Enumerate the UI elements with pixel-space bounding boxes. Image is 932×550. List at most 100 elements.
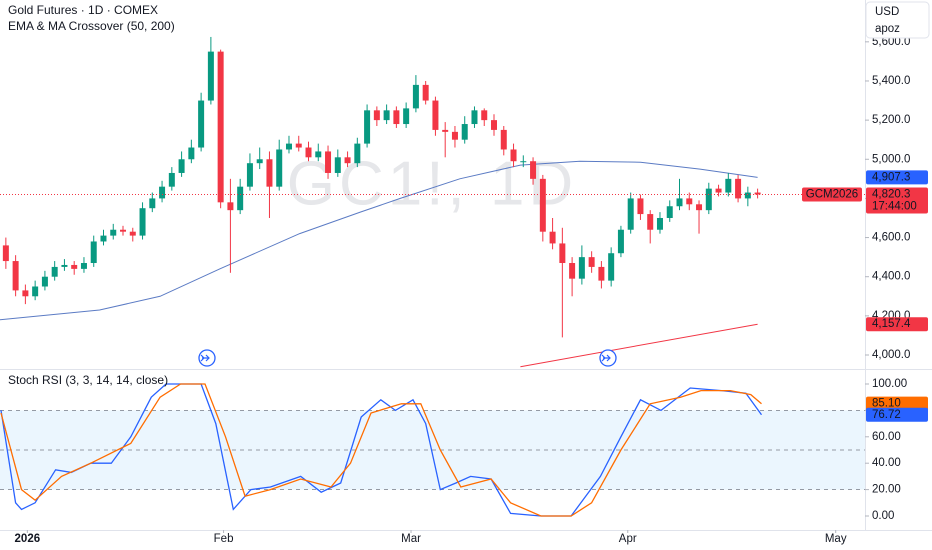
candle-body	[754, 192, 761, 195]
candle-body	[32, 286, 39, 297]
candle-body	[237, 186, 244, 211]
candle-body	[491, 120, 498, 130]
candle-body	[71, 264, 78, 269]
candle-body	[530, 161, 537, 179]
x-tick-label: Feb	[214, 533, 234, 545]
x-tick-label: 2026	[15, 533, 41, 545]
candle-body	[110, 229, 117, 236]
candle-body	[41, 276, 48, 287]
candle-body	[373, 110, 380, 121]
candle-body	[315, 151, 322, 158]
indicator-title: EMA & MA Crossover (50, 200)	[8, 19, 175, 33]
candle-body	[2, 245, 9, 262]
candle-body	[637, 198, 644, 215]
candle-body	[305, 147, 312, 158]
candle-body	[168, 172, 175, 187]
candle-body	[246, 163, 253, 187]
y-tick-label: 100.00	[872, 378, 907, 390]
candle-body	[549, 231, 556, 244]
candle-body	[442, 129, 449, 132]
candle-body	[295, 143, 302, 148]
candle-body	[520, 161, 527, 163]
candle-body	[364, 110, 371, 144]
candle-body	[598, 266, 605, 281]
candle-body	[617, 229, 624, 254]
y-tick-label: 5,400.0	[872, 75, 910, 87]
stoch-pane	[0, 383, 865, 517]
candle-body	[627, 198, 634, 230]
candle-body	[256, 159, 263, 164]
event-icon[interactable]	[599, 349, 617, 367]
candle-body	[227, 202, 234, 211]
watermark: GC1!, 1D	[287, 149, 577, 218]
candle-body	[608, 253, 615, 281]
candle-body	[500, 129, 507, 150]
symbol-label: GCM2026	[806, 188, 858, 200]
candle-body	[588, 257, 595, 267]
candle-body	[578, 257, 585, 279]
currency: USD	[875, 6, 899, 18]
candle-body	[80, 263, 87, 269]
price-label: 4,157.4	[872, 318, 911, 330]
candle-body	[120, 229, 127, 232]
candle-body	[432, 100, 439, 130]
candle-body	[656, 217, 663, 230]
series-line	[0, 383, 762, 517]
candle-body	[647, 214, 654, 230]
price-label-time: 17:44:00	[872, 200, 917, 212]
candle-body	[90, 241, 97, 264]
main-pane	[0, 36, 865, 368]
candle-body	[676, 198, 683, 207]
toolbar-box[interactable]: USD apoz	[865, 1, 930, 39]
candle-body	[159, 186, 166, 199]
candle-body	[451, 131, 458, 140]
candle-body	[207, 51, 214, 101]
candle-body	[22, 290, 29, 297]
price-label: 4,820.3	[872, 188, 910, 200]
candle-body	[198, 100, 205, 148]
symbol-box	[802, 187, 862, 202]
candle-body	[129, 231, 136, 236]
y-tick-label: 4,000.0	[872, 349, 910, 361]
y-tick-label: 5,200.0	[872, 114, 910, 126]
candle-body	[217, 51, 224, 203]
candle-body	[285, 143, 292, 150]
candle-body	[666, 206, 673, 218]
y-tick-label: 40.00	[872, 457, 901, 469]
price-label: 85.10	[872, 398, 901, 410]
candle-body	[149, 198, 156, 209]
y-tick-label: 60.00	[872, 431, 901, 443]
candle-body	[100, 235, 107, 242]
candle-body	[744, 192, 751, 199]
price-label-box	[866, 317, 928, 332]
y-tick-label: 20.00	[872, 484, 901, 496]
candle-body	[325, 151, 332, 173]
user: apoz	[875, 23, 900, 35]
x-tick-label: May	[825, 533, 847, 545]
candle-body	[412, 84, 419, 109]
price-label: 76.72	[872, 409, 901, 421]
candle-body	[139, 208, 146, 236]
candle-body	[559, 243, 566, 264]
candle-body	[393, 110, 400, 125]
y-tick-label: 0.00	[872, 510, 894, 522]
series-line	[0, 383, 763, 517]
candle-body	[569, 263, 576, 279]
candle-body	[481, 110, 488, 121]
candle-body	[725, 178, 732, 193]
candle-body	[715, 188, 722, 193]
y-tick-label: 4,600.0	[872, 232, 910, 244]
candle-body	[510, 149, 517, 162]
candle-body	[403, 108, 410, 125]
watermark-layer: GC1!, 1D	[287, 149, 577, 218]
axes: 4,000.04,200.04,400.04,600.04,800.05,000…	[15, 36, 928, 545]
y-tick-label: 5,000.0	[872, 153, 910, 165]
candle-body	[334, 157, 341, 173]
candle-body	[344, 157, 351, 164]
event-icon[interactable]	[198, 349, 216, 367]
candle-body	[696, 204, 703, 211]
candle-body	[51, 266, 58, 277]
candle-body	[266, 159, 273, 187]
candle-body	[705, 188, 712, 211]
